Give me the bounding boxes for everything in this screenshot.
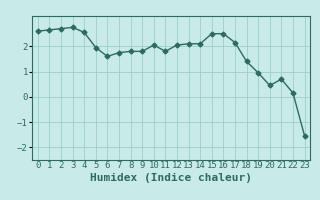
X-axis label: Humidex (Indice chaleur): Humidex (Indice chaleur) [90,173,252,183]
